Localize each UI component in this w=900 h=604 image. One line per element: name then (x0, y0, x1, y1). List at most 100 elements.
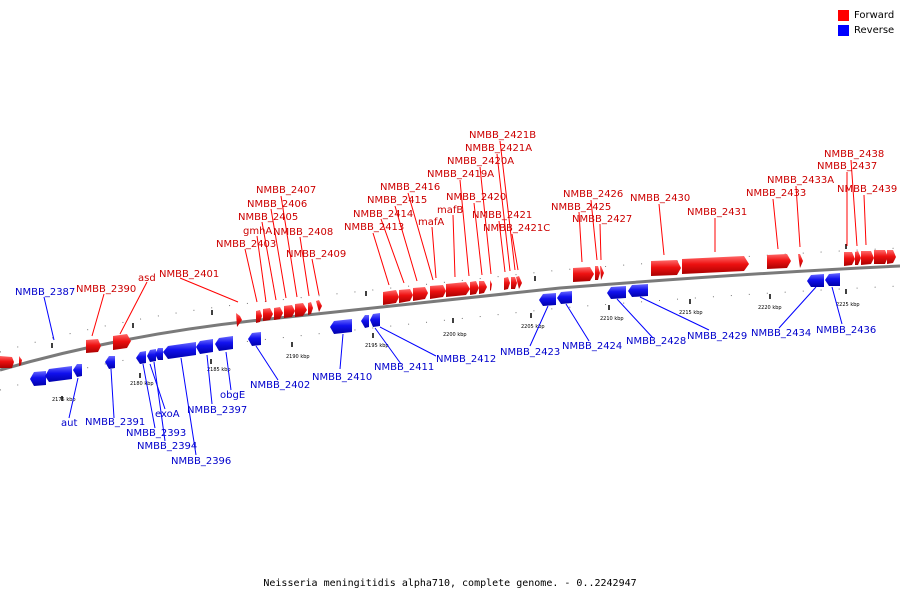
forward-swatch (838, 10, 849, 21)
forward-gene[interactable] (844, 252, 855, 266)
forward-gene-label: NMBB_2401 (159, 269, 219, 280)
forward-gene[interactable] (887, 250, 896, 264)
reverse-gene[interactable] (330, 319, 352, 334)
scale-label: 2200 kbp (443, 332, 467, 338)
forward-gene-label: gmhA (243, 226, 272, 237)
scale-label: 2210 kbp (600, 316, 624, 322)
forward-gene[interactable] (295, 303, 307, 317)
reverse-gene[interactable] (155, 348, 163, 360)
forward-gene[interactable] (263, 308, 273, 321)
forward-gene[interactable] (651, 260, 681, 276)
reverse-gene-label: NMBB_2396 (171, 456, 231, 467)
forward-gene[interactable] (86, 339, 101, 353)
forward-gene[interactable] (274, 307, 283, 320)
forward-gene[interactable] (855, 251, 861, 265)
forward-gene[interactable] (19, 356, 22, 366)
scale-label: 2180 kbp (130, 381, 154, 387)
forward-gene[interactable] (113, 334, 131, 350)
reverse-gene[interactable] (30, 371, 46, 386)
reverse-gene-label: NMBB_2394 (137, 441, 197, 452)
forward-gene[interactable] (256, 310, 262, 323)
forward-gene[interactable] (446, 282, 470, 297)
forward-gene-label: NMBB_2421 (472, 210, 532, 221)
forward-gene[interactable] (767, 254, 791, 269)
forward-gene[interactable] (490, 280, 492, 291)
forward-gene[interactable] (682, 256, 749, 274)
legend-reverse-label: Reverse (854, 25, 895, 36)
forward-gene[interactable] (511, 277, 517, 289)
forward-gene-label: NMBB_2403 (216, 239, 276, 250)
reverse-gene-shapes (30, 273, 840, 386)
forward-gene[interactable] (861, 251, 874, 265)
reverse-gene-label: NMBB_2412 (436, 354, 496, 365)
reverse-gene[interactable] (248, 332, 261, 346)
reverse-gene[interactable] (215, 336, 233, 351)
forward-gene[interactable] (430, 285, 446, 299)
forward-gene[interactable] (600, 266, 604, 280)
forward-gene[interactable] (874, 250, 888, 264)
forward-gene[interactable] (470, 281, 479, 295)
reverse-swatch (838, 25, 849, 36)
forward-gene-label: NMBB_2420 (446, 192, 506, 203)
forward-gene-label: NMBB_2405 (238, 212, 298, 223)
reverse-gene[interactable] (163, 342, 196, 359)
reverse-gene[interactable] (45, 366, 72, 382)
forward-gene-label: NMBB_2421C (483, 223, 550, 234)
forward-gene[interactable] (595, 266, 600, 280)
forward-gene-label: NMBB_2416 (380, 182, 440, 193)
reverse-gene[interactable] (807, 274, 824, 287)
reverse-gene-label: obgE (220, 390, 245, 401)
forward-gene[interactable] (0, 356, 14, 368)
reverse-gene-label: exoA (155, 409, 180, 420)
forward-gene[interactable] (479, 281, 487, 294)
forward-gene[interactable] (399, 289, 413, 303)
forward-gene[interactable] (413, 287, 428, 301)
forward-gene-label: NMBB_2419A (427, 169, 494, 180)
forward-gene[interactable] (316, 300, 322, 312)
forward-gene-label: NMBB_2438 (824, 149, 884, 160)
reverse-gene-label: NMBB_2397 (187, 405, 247, 416)
forward-gene-label: mafA (418, 217, 444, 228)
forward-gene[interactable] (516, 276, 522, 289)
reverse-gene[interactable] (73, 364, 82, 377)
forward-gene-label: NMBB_2420A (447, 156, 514, 167)
reverse-gene[interactable] (825, 273, 840, 286)
forward-gene[interactable] (798, 254, 803, 268)
scale-label: 2185 kbp (207, 367, 231, 373)
reverse-gene[interactable] (196, 339, 213, 354)
forward-track-dots (0, 247, 900, 353)
reverse-gene-label: NMBB_2411 (374, 362, 434, 373)
reverse-gene[interactable] (361, 315, 369, 328)
reverse-gene[interactable] (147, 349, 156, 362)
forward-gene[interactable] (573, 267, 594, 282)
genome-caption: Neisseria meningitidis alpha710, complet… (263, 578, 637, 589)
forward-gene-label: NMBB_2409 (286, 249, 346, 260)
forward-gene-label: NMBB_2421B (469, 130, 536, 141)
forward-gene-label: NMBB_2439 (837, 184, 897, 195)
scale-label: 2215 kbp (679, 310, 703, 316)
scale-label: 2190 kbp (286, 354, 310, 360)
forward-gene-label: NMBB_2431 (687, 207, 747, 218)
reverse-gene-label: NMBB_2423 (500, 347, 560, 358)
reverse-gene[interactable] (136, 351, 146, 364)
forward-gene[interactable] (308, 302, 313, 315)
reverse-gene[interactable] (628, 284, 648, 297)
forward-gene-label: NMBB_2426 (563, 189, 623, 200)
reverse-gene[interactable] (539, 293, 556, 306)
forward-gene[interactable] (236, 313, 242, 327)
reverse-gene[interactable] (607, 286, 626, 299)
scale-label: 2195 kbp (365, 343, 389, 349)
forward-gene[interactable] (383, 290, 399, 305)
forward-gene-label: NMBB_2408 (273, 227, 333, 238)
reverse-gene[interactable] (557, 291, 572, 304)
forward-gene[interactable] (504, 277, 510, 290)
forward-gene[interactable] (284, 305, 295, 318)
reverse-gene[interactable] (105, 356, 115, 369)
reverse-gene[interactable] (370, 313, 380, 327)
forward-gene-label: NMBB_2427 (572, 214, 632, 225)
reverse-gene-label: NMBB_2402 (250, 380, 310, 391)
forward-gene-label: asd (138, 273, 156, 284)
reverse-gene-label: NMBB_2428 (626, 336, 686, 347)
